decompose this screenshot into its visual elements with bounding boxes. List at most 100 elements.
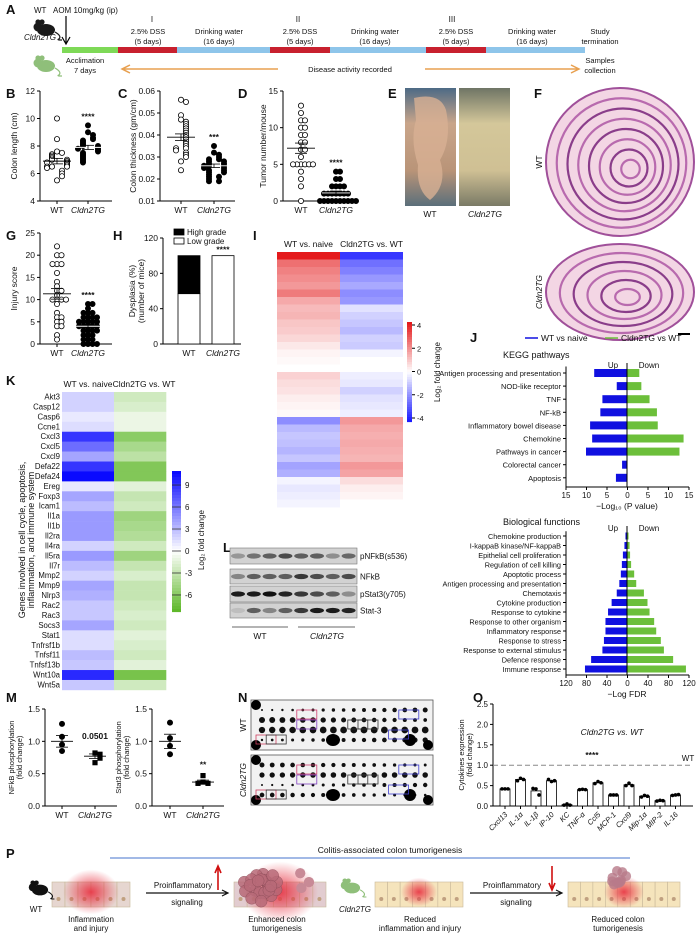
y-tick-label: 10 [26, 295, 36, 305]
panel-label-P: P [6, 846, 15, 861]
colorbar-segment [407, 372, 412, 375]
blot-band [262, 607, 277, 614]
heatmap-cell [340, 289, 403, 298]
colorbar-segment [172, 504, 181, 508]
gene-label: Rac3 [42, 611, 60, 620]
bar-segment [177, 255, 201, 295]
x-axis-label: −Log₁₀ (P value) [596, 501, 658, 511]
data-point [177, 116, 184, 123]
bar-right [627, 570, 635, 578]
x-tick-label: IP-10 [537, 809, 557, 829]
colorbar-tick: -4 [417, 414, 424, 423]
data-point [670, 793, 675, 798]
data-point [59, 173, 66, 180]
x-tick-label: 120 [682, 679, 696, 688]
colorbar-segment [172, 501, 181, 505]
colorbar-segment [407, 382, 412, 385]
y-tick-label: 20 [26, 250, 36, 260]
y-tick-label: 12 [26, 86, 36, 96]
blot-band [341, 591, 356, 597]
photo-label: WT [423, 209, 436, 219]
colorbar-segment [407, 327, 412, 330]
data-point [215, 178, 222, 185]
colorbar-segment [172, 588, 181, 592]
data-point [54, 243, 61, 250]
band-label: pNFkB(s536) [360, 552, 407, 561]
x-tick-label: WT [294, 205, 307, 215]
y-tick-label: 0.0 [28, 801, 40, 811]
wt-label: WT [30, 905, 43, 914]
colorbar-segment [172, 528, 181, 532]
y-axis-label: NFkB phosphorylation [7, 721, 16, 795]
y-tick-label: 15 [26, 272, 36, 282]
y-tick-label: 10 [26, 114, 36, 124]
y-axis-label: Genes involved in cell cycle, apoptosis, [17, 462, 27, 619]
data-point [59, 748, 66, 755]
x-tick-label: Cldn2TG [71, 205, 105, 215]
data-point [297, 110, 304, 117]
data-point [580, 787, 585, 792]
x-tick-label: 120 [559, 679, 573, 688]
data-point [297, 102, 304, 109]
data-point [64, 163, 71, 170]
heatmap-cell [340, 372, 403, 380]
heatmap-cell [114, 392, 167, 403]
data-point [297, 197, 304, 204]
blot-band [262, 591, 277, 597]
blot-band [262, 573, 277, 580]
blot-band [231, 573, 245, 580]
y-tick-label: 4 [30, 196, 35, 206]
colorbar-segment [172, 561, 181, 565]
colorbar-tick: 9 [185, 481, 190, 490]
bar-right [627, 532, 629, 540]
state-label: inflammation and injury [379, 924, 461, 933]
panel-G-scatter: 0 5 10 15 20 25 Injury score WT Cldn2TG **** [9, 228, 112, 358]
colorbar-segment [172, 597, 181, 601]
tg-label: Cldn2TG [339, 905, 371, 914]
heatmap-cell [277, 417, 340, 425]
gene-label: Rac2 [42, 601, 60, 610]
heatmap-cell [114, 620, 167, 631]
blot-band [294, 607, 309, 614]
data-point [565, 802, 569, 806]
colorbar-segment [172, 531, 181, 535]
y-tick-label: 0.5 [135, 769, 147, 779]
data-point [336, 168, 343, 175]
aom-label: AOM 10mg/kg (ip) [53, 6, 118, 15]
chart-title: Biological functions [503, 517, 581, 527]
cycle-label: II [296, 15, 300, 24]
data-point [552, 778, 557, 783]
gene-label: Mmp2 [38, 571, 60, 580]
x-tick-label: TNF-α [565, 810, 587, 832]
group-label: Cldn2TG [310, 631, 344, 641]
heatmap-cell [340, 319, 403, 328]
heatmap-cell [62, 441, 115, 452]
panel-label-I: I [253, 228, 257, 243]
y-tick-label: 0.01 [138, 196, 155, 206]
aom-arrow-icon [61, 16, 71, 46]
state-label: Inflammation [68, 915, 114, 924]
y-axis-label: Colon thickness (gm/cm) [128, 99, 138, 193]
x-tick-label: 5 [646, 491, 651, 500]
heatmap-cell [277, 342, 340, 350]
panel-E-photos: WT Cldn2TG [405, 88, 510, 219]
heatmap-cell [62, 501, 115, 512]
colorbar-label: Log₂ fold change [433, 341, 442, 402]
heatmap-cell [114, 630, 167, 641]
bar-right [627, 589, 644, 597]
data-point [177, 96, 184, 103]
bar [530, 790, 542, 807]
heatmap-cell [277, 274, 340, 283]
y-tick-label: 0.06 [138, 86, 155, 96]
colorbar-segment [407, 369, 412, 373]
heatmap-cell [114, 481, 167, 492]
panel-label-C: C [118, 86, 128, 101]
colorbar-segment [172, 594, 181, 598]
blot-band [325, 607, 340, 614]
blot-band [325, 591, 340, 597]
heatmap-cell [340, 402, 403, 410]
heatmap-cell [114, 411, 167, 423]
heatmap-cell [114, 550, 167, 562]
heatmap-cell [340, 447, 403, 455]
